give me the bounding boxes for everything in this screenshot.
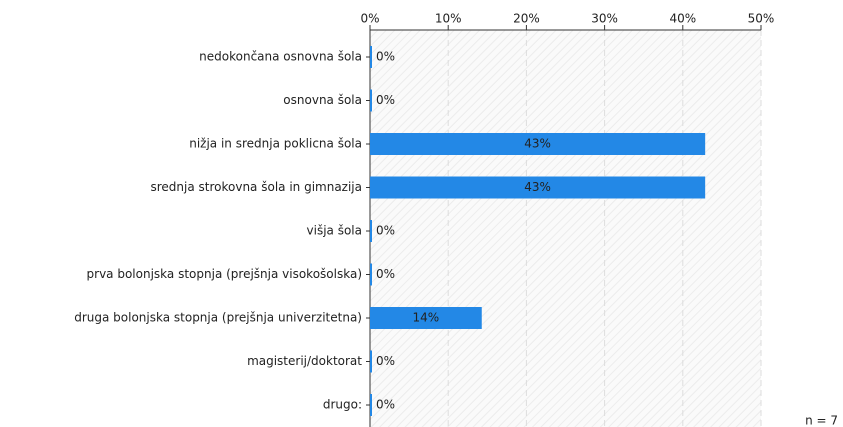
x-tick-label: 40%	[669, 12, 696, 26]
x-tick-label: 50%	[748, 12, 775, 26]
bar	[370, 46, 372, 68]
data-label: 43%	[524, 137, 551, 151]
bar	[370, 350, 372, 373]
data-label: 0%	[376, 224, 395, 238]
bar	[370, 176, 706, 199]
data-label: 0%	[376, 398, 395, 412]
data-label: 43%	[524, 180, 551, 194]
x-tick-label: 10%	[435, 12, 462, 26]
plot-area	[370, 30, 761, 427]
x-tick-label: 0%	[360, 12, 379, 26]
y-tick-label: nedokončana osnovna šola	[199, 50, 362, 64]
x-tick-label: 30%	[591, 12, 618, 26]
data-label: 0%	[376, 50, 395, 64]
y-tick-label: srednja strokovna šola in gimnazija	[150, 180, 362, 194]
bar	[370, 394, 372, 416]
y-tick-label: osnovna šola	[283, 93, 362, 107]
y-tick-label: magisterij/doktorat	[247, 354, 362, 368]
x-tick-label: 20%	[513, 12, 540, 26]
y-tick-label: višja šola	[307, 224, 362, 238]
y-tick-label: drugo:	[323, 398, 362, 412]
bar	[370, 263, 372, 286]
y-tick-label: prva bolonjska stopnja (prejšnja visokoš…	[87, 267, 362, 281]
data-label: 0%	[376, 93, 395, 107]
y-tick-label: nižja in srednja poklicna šola	[189, 137, 362, 151]
data-label: 14%	[413, 311, 440, 325]
bar	[370, 307, 482, 329]
bar	[370, 220, 372, 242]
bar	[370, 133, 706, 155]
data-label: 0%	[376, 267, 395, 281]
y-tick-label: druga bolonjska stopnja (prejšnja univer…	[74, 311, 362, 325]
bar	[370, 89, 372, 112]
data-label: 0%	[376, 354, 395, 368]
sample-size: n = 7	[805, 414, 838, 427]
